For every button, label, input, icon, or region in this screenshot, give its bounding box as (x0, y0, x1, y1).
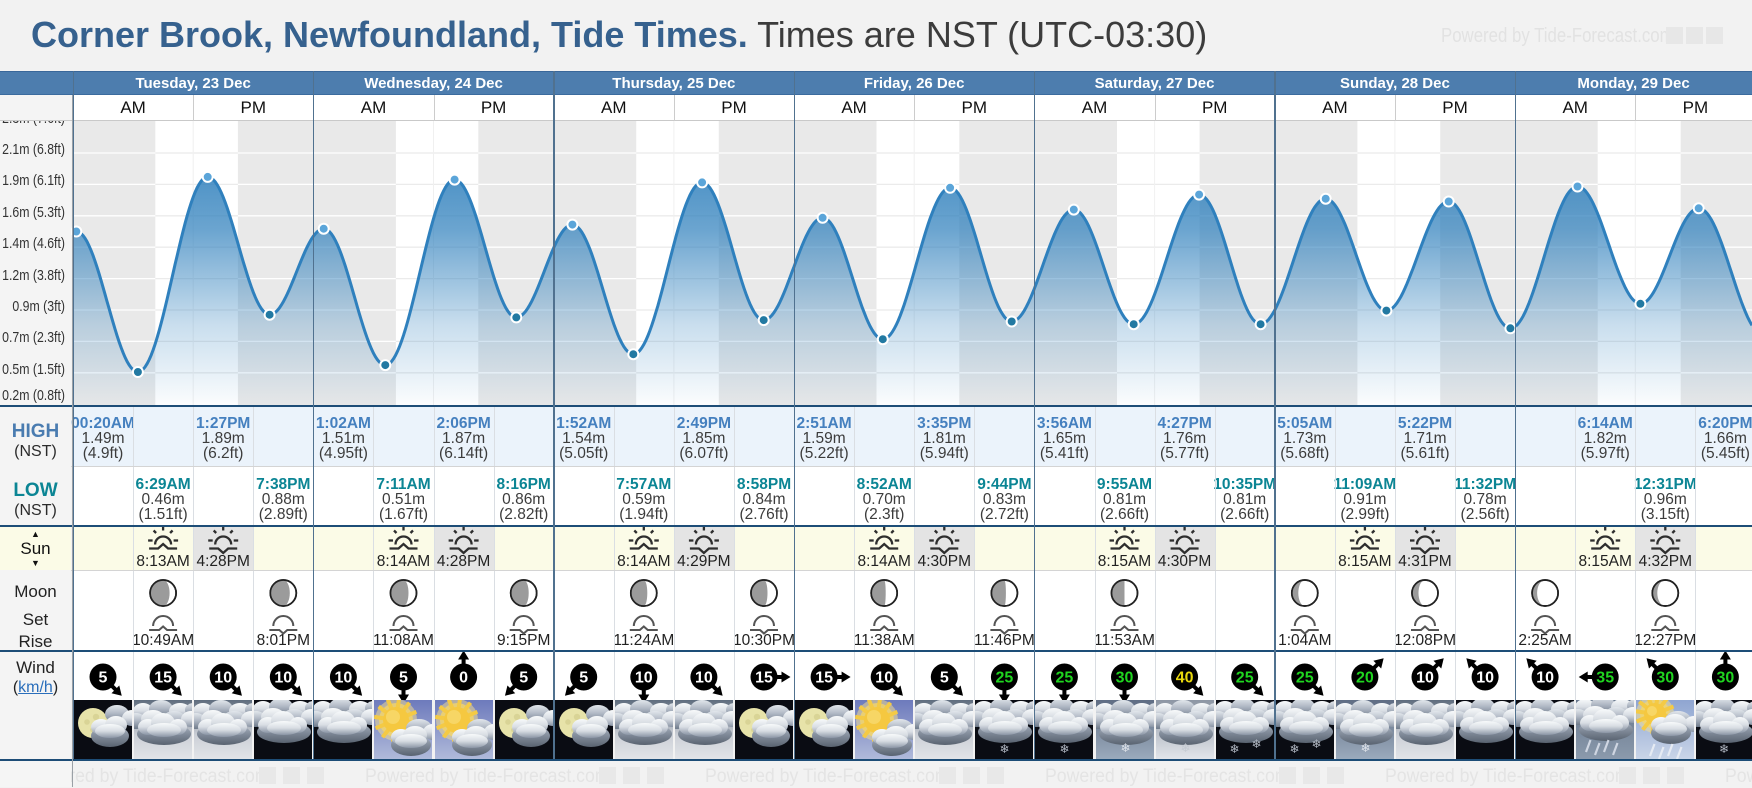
svg-text:❄: ❄ (1719, 742, 1729, 756)
svg-text:❄: ❄ (1120, 741, 1130, 755)
svg-text:10: 10 (274, 670, 292, 687)
svg-text:5: 5 (579, 670, 588, 687)
svg-text:❄: ❄ (1180, 741, 1190, 755)
svg-text:5: 5 (399, 670, 408, 687)
svg-text:25: 25 (1296, 670, 1314, 687)
svg-text:❄: ❄ (1311, 737, 1321, 751)
svg-text:25: 25 (996, 670, 1014, 687)
svg-text:10: 10 (635, 670, 653, 687)
svg-text:5: 5 (99, 670, 108, 687)
svg-text:❄: ❄ (1251, 737, 1261, 751)
svg-text:10: 10 (1416, 670, 1434, 687)
svg-text:15: 15 (755, 670, 773, 687)
svg-text:❄: ❄ (1000, 742, 1010, 756)
svg-text:5: 5 (519, 670, 528, 687)
svg-text:5: 5 (940, 670, 949, 687)
svg-text:35: 35 (1596, 670, 1614, 687)
svg-text:❄: ❄ (1229, 742, 1239, 756)
svg-text:15: 15 (815, 670, 833, 687)
svg-text:20: 20 (1356, 670, 1374, 687)
svg-text:25: 25 (1236, 670, 1254, 687)
svg-text:15: 15 (154, 670, 172, 687)
svg-text:❄: ❄ (1060, 742, 1070, 756)
svg-text:40: 40 (1176, 670, 1194, 687)
svg-text:30: 30 (1116, 670, 1134, 687)
svg-text:0: 0 (459, 670, 468, 687)
svg-text:❄: ❄ (1360, 741, 1370, 755)
svg-text:30: 30 (1656, 670, 1674, 687)
svg-text:10: 10 (1536, 670, 1554, 687)
svg-text:10: 10 (875, 670, 893, 687)
svg-text:10: 10 (335, 670, 353, 687)
svg-text:25: 25 (1056, 670, 1074, 687)
svg-text:30: 30 (1717, 670, 1735, 687)
svg-text:❄: ❄ (1289, 742, 1299, 756)
svg-text:10: 10 (214, 670, 232, 687)
svg-text:10: 10 (1476, 670, 1494, 687)
svg-text:10: 10 (695, 670, 713, 687)
